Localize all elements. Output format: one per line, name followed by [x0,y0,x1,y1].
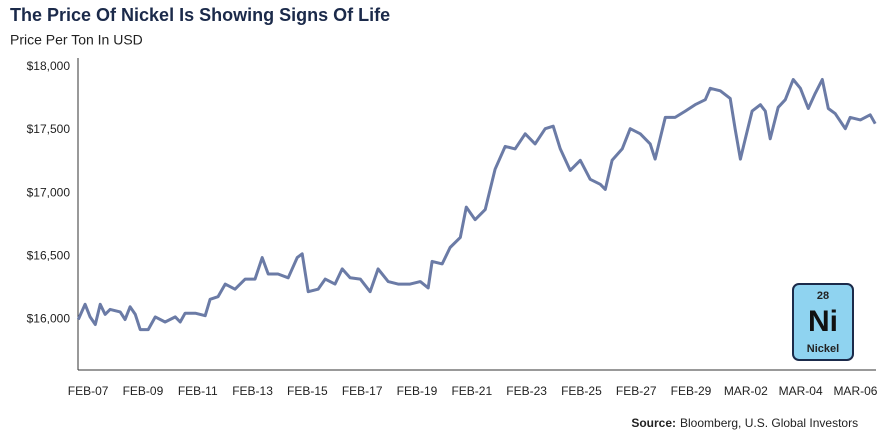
chart-subtitle: Price Per Ton In USD [10,32,143,48]
x-tick-label: MAR-04 [779,384,823,398]
y-tick-label: $18,000 [27,59,71,73]
x-tick-label: FEB-25 [561,384,602,398]
y-tick-label: $17,500 [27,122,71,136]
source: Bloomberg, U.S. Global Investors [680,416,858,430]
badge: 28 Ni Nickel [792,283,854,361]
chart-title: The Price Of Nickel Is Showing Signs Of … [10,5,390,25]
x-tick-label: FEB-13 [232,384,273,398]
badge-name: Nickel [807,343,839,355]
y-tick-label: $17,000 [27,185,71,199]
source-label: Source: [631,416,676,430]
x-tick-label: FEB-17 [342,384,383,398]
x-tick-label: MAR-02 [724,384,768,398]
x-tick-label: FEB-27 [616,384,657,398]
x-tick-label: MAR-06 [833,384,877,398]
x-tick-label: FEB-21 [451,384,492,398]
x-tick-label: FEB-09 [123,384,164,398]
x-tick-label: FEB-23 [506,384,547,398]
x-tick-label: FEB-15 [287,384,328,398]
y-tick-label: $16,500 [27,248,71,262]
x-tick-label: FEB-19 [397,384,438,398]
x-tick-label: FEB-11 [178,384,218,398]
badge-box [792,283,854,361]
x-tick-label: FEB-07 [68,384,109,398]
price-line [76,78,877,332]
x-tick-label: FEB-29 [671,384,712,398]
badge-symbol: Ni [808,305,838,338]
y-tick-label: $16,000 [27,312,71,326]
badge-number: 28 [817,290,829,302]
